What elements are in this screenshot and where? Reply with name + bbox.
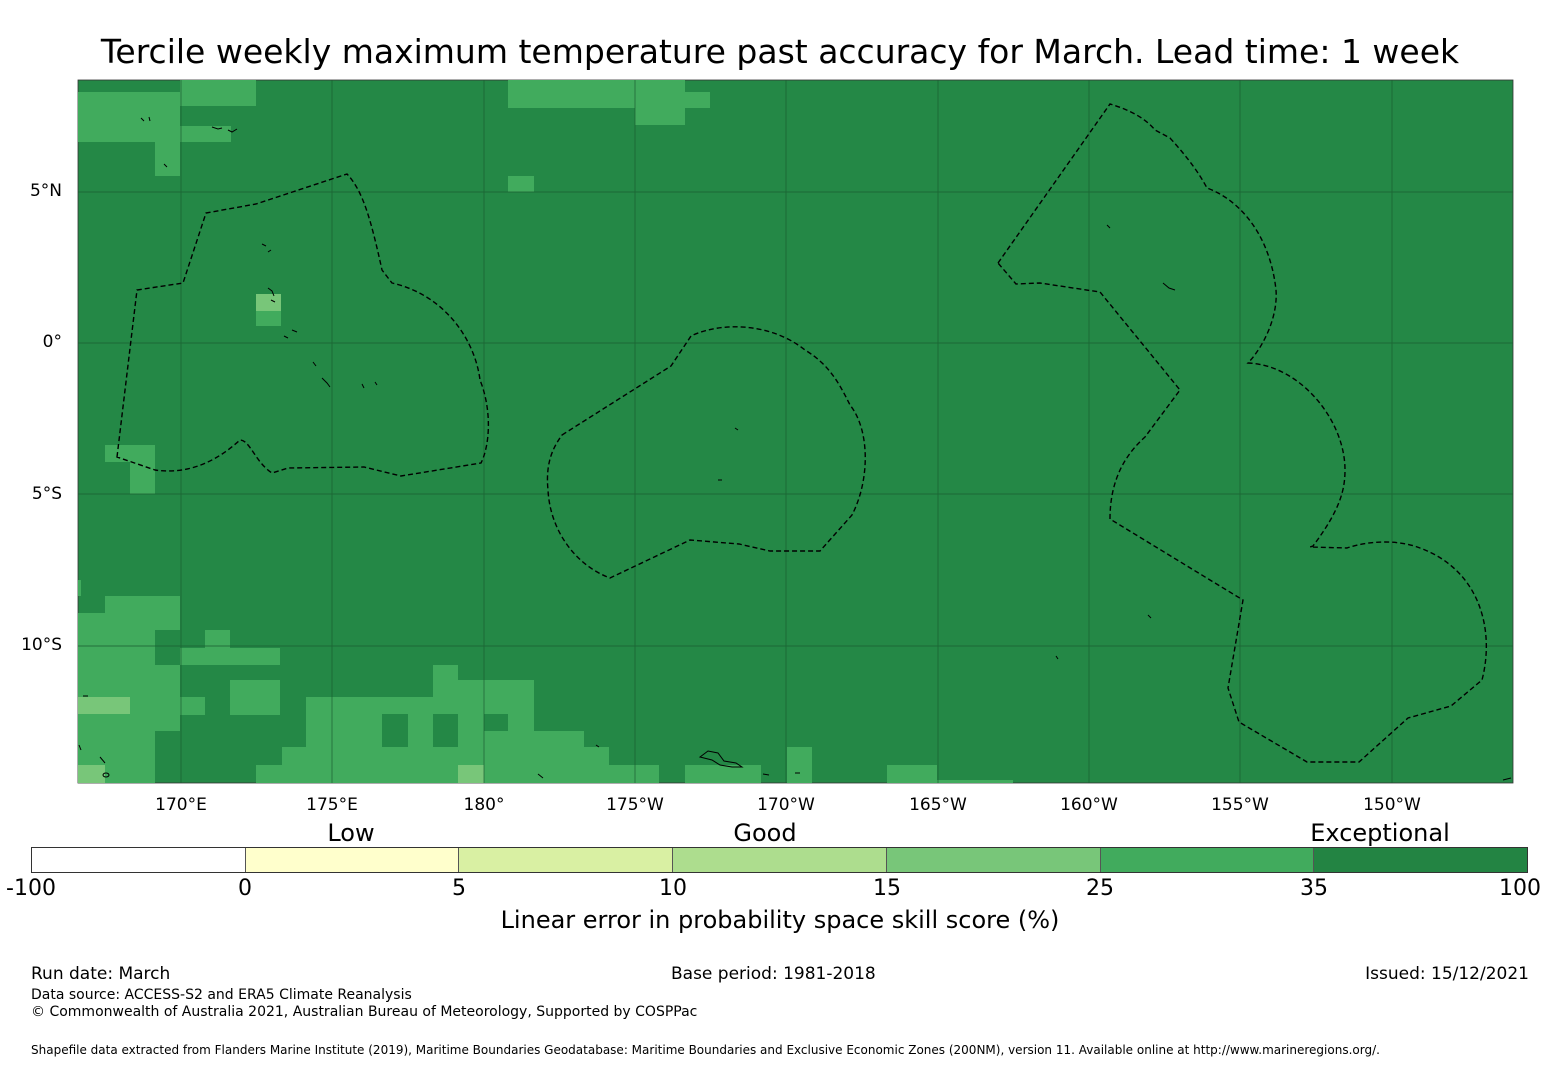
colorbar-tick: 10 [659, 876, 687, 901]
eez-boundaries [116, 103, 1488, 763]
colorbar-segment [459, 848, 674, 872]
copyright: © Commonwealth of Australia 2021, Austra… [31, 1004, 698, 1020]
skill-cells-15-25 [78, 294, 484, 783]
lon-label-180: 180° [463, 795, 505, 815]
shapefile-credit: Shapefile data extracted from Flanders M… [31, 1043, 1380, 1057]
lat-label-0: 0° [42, 332, 62, 352]
eez-kiribati-line [997, 103, 1488, 763]
colorbar-segment [886, 848, 1101, 872]
colorbar-tick: 35 [1300, 876, 1328, 901]
lat-label-5s: 5°S [31, 484, 62, 504]
legend-colorbar [31, 847, 1528, 873]
lat-label-10s: 10°S [21, 635, 62, 655]
lon-label-170e: 170°E [155, 795, 207, 815]
lon-label-155w: 155°W [1211, 795, 1269, 815]
colorbar-title: Linear error in probability space skill … [500, 906, 1060, 934]
map-background [77, 79, 1514, 784]
map-panel [77, 79, 1514, 784]
eez-tokelau [546, 326, 866, 579]
eez-kiribati-gilbert [116, 173, 490, 477]
lat-label-5n: 5°N [29, 181, 62, 201]
legend-category-low: Low [327, 819, 375, 847]
colorbar-segment [245, 848, 460, 872]
issued-date: Issued: 15/12/2021 [1365, 964, 1529, 984]
graticule [78, 80, 1513, 783]
legend-category-good: Good [733, 819, 797, 847]
colorbar-tick: 5 [452, 876, 466, 901]
lon-label-170w: 170°W [757, 795, 815, 815]
colorbar-segment [673, 848, 887, 872]
legend-category-exceptional: Exceptional [1310, 819, 1450, 847]
run-date: Run date: March [31, 964, 171, 984]
data-source: Data source: ACCESS-S2 and ERA5 Climate … [31, 987, 412, 1003]
skill-cells-25-35 [78, 80, 1013, 783]
colorbar-segment [1100, 848, 1315, 872]
lon-label-165w: 165°W [909, 795, 967, 815]
colorbar-tick: 25 [1086, 876, 1114, 901]
colorbar-tick: 0 [238, 876, 252, 901]
colorbar-segment [32, 848, 246, 872]
colorbar-tick: 100 [1499, 876, 1541, 901]
lon-label-175e: 175°E [306, 795, 358, 815]
lon-label-150w: 150°W [1363, 795, 1421, 815]
colorbar-segment [1314, 848, 1528, 872]
colorbar-tick: -100 [6, 876, 56, 901]
lon-label-160w: 160°W [1060, 795, 1118, 815]
coastlines [78, 116, 1512, 781]
base-period: Base period: 1981-2018 [671, 964, 876, 984]
map-title: Tercile weekly maximum temperature past … [100, 32, 1460, 71]
lon-label-175w: 175°W [606, 795, 664, 815]
colorbar-tick: 15 [873, 876, 901, 901]
